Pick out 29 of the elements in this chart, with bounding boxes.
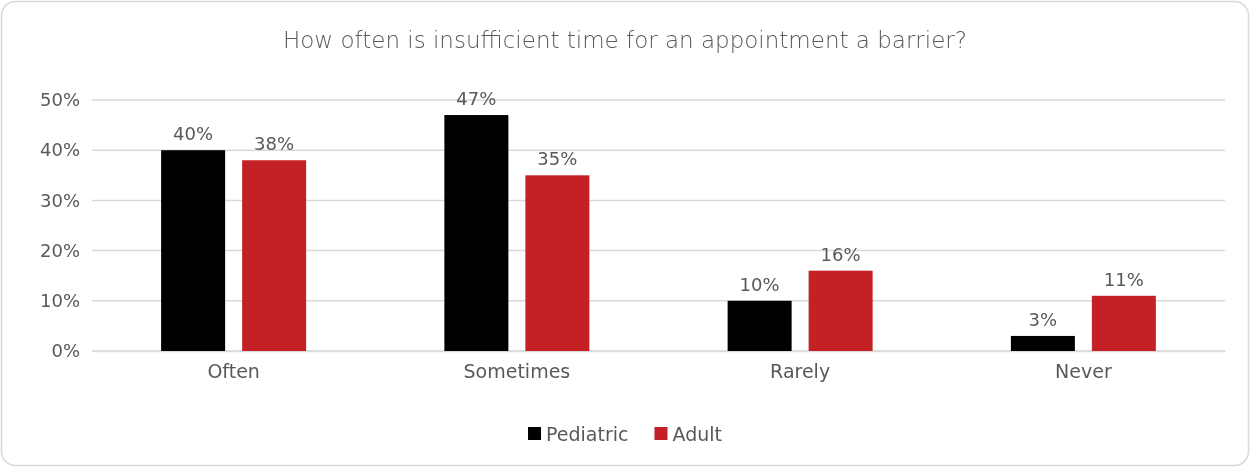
- data-label: 47%: [456, 88, 497, 110]
- bar: [444, 115, 509, 351]
- x-tick-label: Sometimes: [463, 360, 571, 383]
- legend-label: Pediatric: [546, 422, 629, 445]
- x-tick-label: Often: [207, 360, 260, 383]
- y-tick-label: 30%: [39, 189, 80, 211]
- bar: [242, 160, 307, 351]
- data-label: 16%: [820, 243, 861, 265]
- bar: [525, 175, 590, 351]
- bar: [727, 300, 792, 351]
- legend-label: Adult: [672, 422, 722, 445]
- bar: [808, 270, 873, 351]
- data-label: 38%: [254, 133, 295, 155]
- data-label: 10%: [739, 273, 780, 295]
- data-label: 35%: [537, 148, 578, 170]
- data-label: 3%: [1028, 308, 1058, 330]
- x-tick-label: Never: [1055, 360, 1112, 383]
- data-label: 40%: [173, 123, 214, 145]
- chart-title: How often is insufficient time for an appointment a barrier?: [282, 27, 968, 53]
- bar: [161, 150, 226, 351]
- y-tick-label: 0%: [51, 340, 80, 362]
- y-tick-label: 20%: [39, 239, 80, 261]
- y-tick-label: 50%: [39, 89, 80, 111]
- data-label: 11%: [1103, 268, 1144, 290]
- y-tick-label: 40%: [39, 139, 80, 161]
- bar: [1091, 295, 1156, 351]
- x-tick-label: Rarely: [770, 360, 831, 383]
- bar: [1010, 335, 1075, 351]
- y-tick-label: 10%: [39, 290, 80, 312]
